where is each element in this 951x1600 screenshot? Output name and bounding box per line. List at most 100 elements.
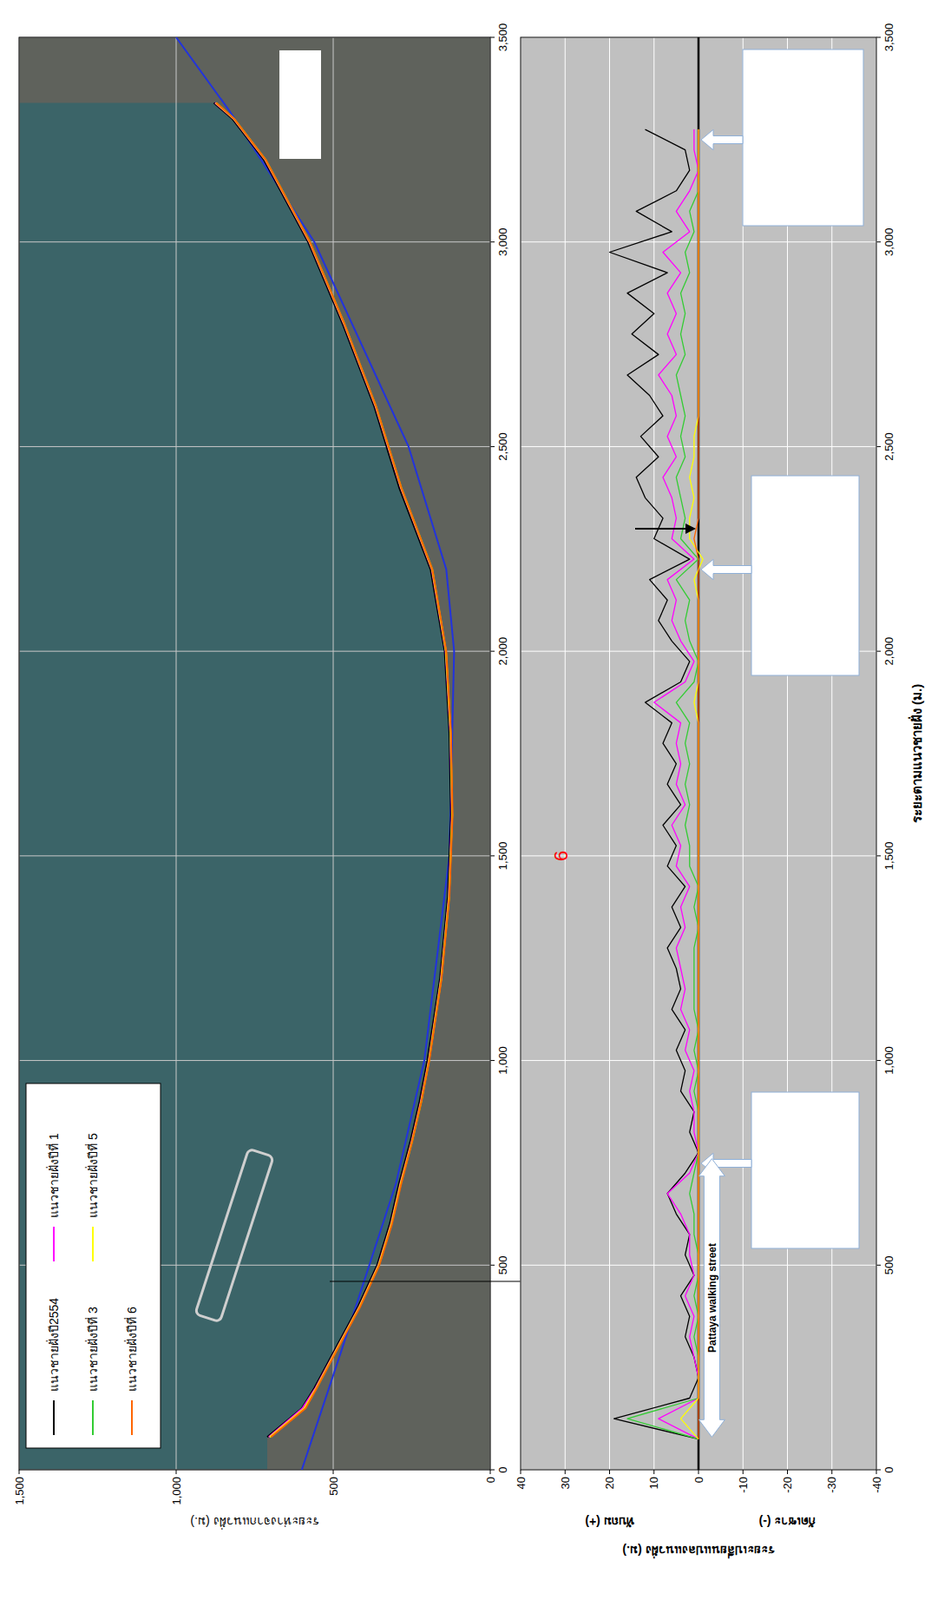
tick — [742, 1469, 744, 1474]
y-tick-label: 0 — [692, 1475, 706, 1483]
series-line — [694, 129, 699, 1439]
tick — [490, 445, 495, 447]
land — [19, 37, 491, 1470]
legend: แนวชายฝั่งปี2554 แนวชายฝั่งปีที่ 1 แนวชายฝ… — [26, 1082, 161, 1448]
callout-box — [742, 49, 864, 226]
legend-swatch — [52, 1226, 55, 1261]
x-tick-label: 3,000 — [882, 227, 896, 256]
tick — [698, 1469, 700, 1474]
series-line — [681, 129, 704, 1439]
y-tick-label: 1,000 — [170, 1475, 184, 1505]
sea — [19, 37, 491, 1470]
grid-line — [19, 650, 491, 652]
tick — [490, 241, 495, 243]
x-tick-label: 1,000 — [496, 1045, 510, 1075]
x-tick-label: 3,500 — [882, 23, 896, 53]
x-tick-label: 0 — [496, 1465, 510, 1472]
y-tick-label: -10 — [736, 1475, 750, 1493]
x-tick-label: 1,500 — [496, 841, 510, 871]
y-tick-label: 500 — [327, 1475, 341, 1496]
annotation: 6 — [550, 850, 572, 861]
y-tick-label: 40 — [514, 1475, 528, 1489]
label-box — [279, 50, 322, 159]
tick — [876, 241, 881, 243]
series-line — [215, 102, 453, 1437]
series-line — [609, 129, 700, 1439]
legend-label: แนวชายฝั่งปีที่ 6 — [124, 1305, 139, 1391]
plot-frame — [520, 37, 877, 1470]
x-tick-label: 2,500 — [882, 432, 896, 461]
double-arrow — [698, 1158, 725, 1437]
tick — [333, 1469, 335, 1474]
y-tick-label: 10 — [647, 1475, 661, 1489]
x-axis-title: ระยะตามแนวชายฝั่ง (ม.) — [907, 683, 925, 823]
tick — [609, 1469, 610, 1474]
x-tick-label: 2,000 — [882, 636, 896, 666]
legend-label: แนวชายฝั่งปี2554 — [45, 1297, 61, 1391]
series-line — [654, 129, 699, 1439]
legend-swatch — [131, 1399, 133, 1435]
tick — [490, 37, 495, 39]
x-tick-label: 1,000 — [882, 1045, 896, 1075]
tick — [831, 1469, 833, 1474]
tick — [490, 854, 495, 856]
plot-frame — [19, 37, 491, 1470]
legend-label: แนวชายฝั่งปีที่ 1 — [45, 1132, 61, 1218]
x-tick-label: 2,500 — [496, 432, 510, 461]
tick — [876, 445, 881, 447]
annotation: Pattaya walking street — [706, 1242, 719, 1352]
grid-line — [19, 241, 491, 243]
tick — [876, 854, 881, 856]
tick — [490, 650, 495, 652]
series-line — [176, 37, 454, 1470]
tick — [876, 1059, 881, 1061]
y-tick-label: 0 — [484, 1475, 498, 1483]
callout-arrow — [701, 558, 752, 579]
callout-box — [751, 475, 860, 676]
y-tick-label: 30 — [558, 1475, 572, 1489]
x-tick-label: 2,000 — [496, 636, 510, 666]
tick — [653, 1469, 655, 1474]
grid-line — [176, 37, 178, 1470]
legend-box — [26, 1082, 161, 1448]
legend-label: แนวชายฝั่งปีที่ 5 — [85, 1132, 100, 1218]
y-axis-subtitle: กัดเซาะ (-) — [759, 1514, 817, 1529]
callout-box — [751, 1091, 860, 1248]
tick — [876, 37, 881, 39]
y-axis-title: ระยะห่างจากแนวฝั่ง (ม.) — [190, 1514, 319, 1529]
y-tick-label: -30 — [825, 1475, 839, 1493]
legend-swatch — [52, 1399, 55, 1435]
tick — [520, 1469, 522, 1474]
chart-root: 0 500 1,000 1,500 2,000 2,500 3,000 3,500 0 500 1,… — [0, 0, 951, 1600]
callout-arrow — [701, 129, 743, 150]
y-tick-label: -40 — [870, 1475, 884, 1493]
grid-line — [564, 37, 566, 1470]
tick — [490, 1469, 492, 1474]
plot-bg — [520, 37, 877, 1470]
grid: 05001,0001,5002,0002,5003,0003,500-40-30… — [514, 23, 897, 1493]
x-tick-label: 0 — [882, 1465, 896, 1472]
legend-swatch — [91, 1226, 94, 1261]
x-tick-label: 500 — [496, 1254, 510, 1274]
highlight-box — [195, 1147, 274, 1321]
figure: 0 500 1,000 1,500 2,000 2,500 3,000 3,500 0 500 1,… — [13, 23, 925, 1559]
grid-line — [653, 37, 655, 1470]
tick — [876, 1469, 878, 1474]
grid-line — [333, 37, 335, 1470]
x-tick-label: 3,500 — [496, 23, 510, 53]
grid: 05001,0001,5002,0002,5003,0003,50005001,… — [13, 23, 511, 1505]
x-tick-label: 500 — [882, 1254, 896, 1274]
y-axis-subtitle: ทับถม (+) — [584, 1514, 634, 1529]
tick — [787, 1469, 788, 1474]
grid-line — [831, 37, 833, 1470]
legend-label: แนวชายฝั่งปีที่ 3 — [85, 1305, 100, 1391]
grid-line — [19, 1059, 491, 1061]
series-line — [216, 102, 453, 1437]
grid-line — [787, 37, 788, 1470]
tick — [19, 1469, 20, 1474]
tick — [490, 1264, 495, 1266]
grid-line — [19, 854, 491, 856]
grid-line — [742, 37, 744, 1470]
y-tick-label: -20 — [780, 1475, 794, 1493]
series-line — [216, 102, 453, 1437]
